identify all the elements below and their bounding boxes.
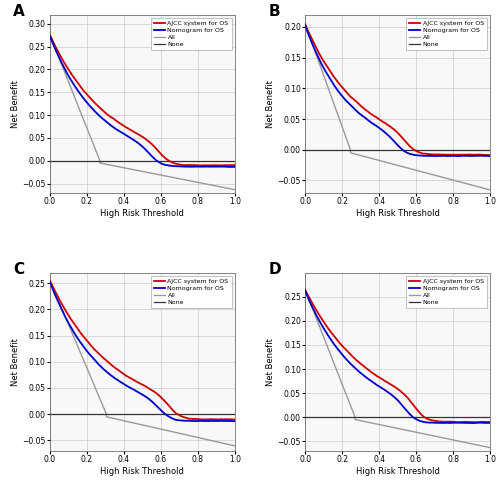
Y-axis label: Net Benefit: Net Benefit: [10, 338, 20, 386]
X-axis label: High Risk Threshold: High Risk Threshold: [100, 467, 184, 476]
X-axis label: High Risk Threshold: High Risk Threshold: [356, 467, 440, 476]
Y-axis label: Net Benefit: Net Benefit: [266, 80, 275, 127]
Text: C: C: [13, 262, 24, 277]
Text: D: D: [268, 262, 281, 277]
X-axis label: High Risk Threshold: High Risk Threshold: [356, 209, 440, 218]
Legend: AJCC system for OS, Nomogram for OS, All, None: AJCC system for OS, Nomogram for OS, All…: [150, 276, 232, 308]
Legend: AJCC system for OS, Nomogram for OS, All, None: AJCC system for OS, Nomogram for OS, All…: [406, 276, 487, 308]
Text: B: B: [268, 4, 280, 19]
Y-axis label: Net Benefit: Net Benefit: [10, 80, 20, 127]
Legend: AJCC system for OS, Nomogram for OS, All, None: AJCC system for OS, Nomogram for OS, All…: [406, 18, 487, 50]
Text: A: A: [13, 4, 25, 19]
X-axis label: High Risk Threshold: High Risk Threshold: [100, 209, 184, 218]
Legend: AJCC system for OS, Nomogram for OS, All, None: AJCC system for OS, Nomogram for OS, All…: [150, 18, 232, 50]
Y-axis label: Net Benefit: Net Benefit: [266, 338, 275, 386]
